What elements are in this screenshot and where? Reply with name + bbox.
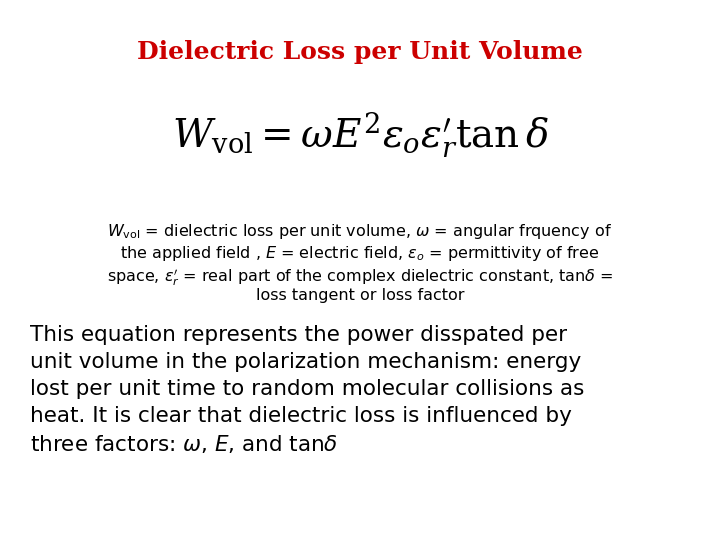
Text: heat. It is clear that dielectric loss is influenced by: heat. It is clear that dielectric loss i… (30, 406, 572, 426)
Text: space, $\varepsilon_r^{\prime}$ = real part of the complex dielectric constant, : space, $\varepsilon_r^{\prime}$ = real p… (107, 266, 613, 288)
Text: loss tangent or loss factor: loss tangent or loss factor (256, 288, 464, 303)
Text: the applied field , $E$ = electric field, $\varepsilon_o$ = permittivity of free: the applied field , $E$ = electric field… (120, 244, 600, 263)
Text: $W_{\mathrm{vol}} = \omega E^2 \varepsilon_o \varepsilon_r^{\prime} \tan\delta$: $W_{\mathrm{vol}} = \omega E^2 \varepsil… (171, 110, 549, 159)
Text: unit volume in the polarization mechanism: energy: unit volume in the polarization mechanis… (30, 352, 581, 372)
Text: lost per unit time to random molecular collisions as: lost per unit time to random molecular c… (30, 379, 585, 399)
Text: three factors: $\omega$, $E$, and tan$\delta$: three factors: $\omega$, $E$, and tan$\d… (30, 433, 338, 455)
Text: This equation represents the power disspated per: This equation represents the power dissp… (30, 325, 567, 345)
Text: $W_{\mathrm{vol}}$ = dielectric loss per unit volume, $\omega$ = angular frquenc: $W_{\mathrm{vol}}$ = dielectric loss per… (107, 222, 613, 241)
Text: Dielectric Loss per Unit Volume: Dielectric Loss per Unit Volume (137, 40, 583, 64)
